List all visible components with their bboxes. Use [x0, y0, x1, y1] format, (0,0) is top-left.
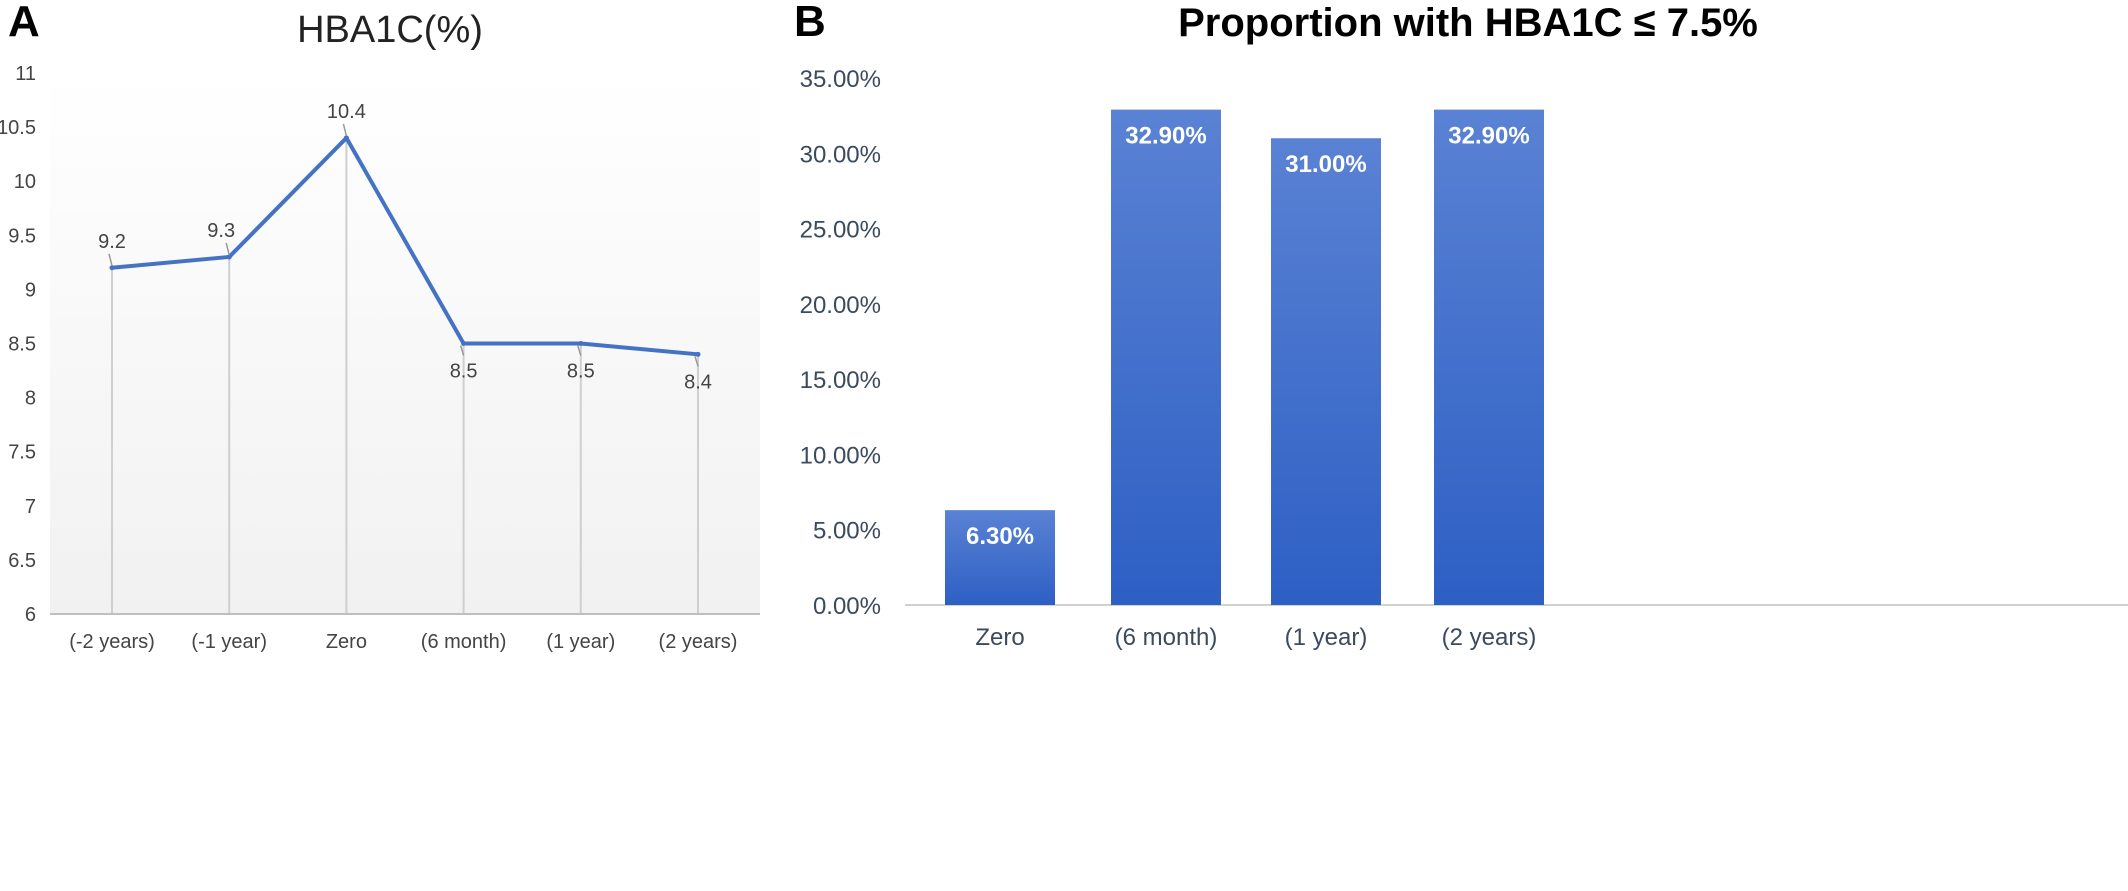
x-axis-ticks: Zero (6 month) (1 year) (2 years): [975, 624, 1536, 651]
x-tick-label: Zero: [326, 631, 367, 653]
y-axis-ticks: 0.00% 5.00% 10.00% 15.00% 20.00% 25.00% 30.00%…: [800, 66, 881, 620]
y-tick-label: 0.00%: [813, 593, 881, 620]
data-label: 8.5: [450, 361, 478, 383]
x-tick-label: (2 years): [659, 631, 738, 653]
bar: [1434, 109, 1544, 606]
data-label: 9.2: [98, 231, 126, 253]
plot-background: [50, 70, 760, 615]
proportion-bar-chart-svg: B Proportion with HBA1C ≤ 7.5% 0.00% 5.00…: [794, 0, 2128, 651]
y-tick-label: 8: [25, 388, 36, 410]
bar-value-label: 32.90%: [1125, 123, 1206, 150]
data-point: [578, 341, 584, 346]
hba1c-line-chart: A HBA1C(%) 6 6.5 7 7.5 8 8.5 9 9.5 10 10.5 11 9.2 9…: [0, 0, 760, 886]
label-leader-line: [342, 123, 348, 137]
bar: [1271, 138, 1381, 605]
data-point: [109, 265, 115, 271]
y-tick-label: 9.5: [8, 225, 36, 247]
data-point: [695, 351, 701, 357]
panel-letter-a: A: [8, 0, 40, 46]
data-label: 9.3: [207, 220, 235, 242]
proportion-bar-chart: B Proportion with HBA1C ≤ 7.5% 0.00% 5.00…: [780, 0, 2128, 886]
label-leader-line: [694, 356, 699, 367]
x-tick-label: Zero: [975, 624, 1024, 651]
y-tick-label: 9: [25, 279, 36, 301]
y-axis-ticks: 6 6.5 7 7.5 8 8.5 9 9.5 10 10.5 11: [0, 63, 36, 626]
bar-value-label: 6.30%: [966, 523, 1034, 550]
bar-value-label: 31.00%: [1285, 151, 1366, 178]
y-tick-label: 20.00%: [800, 292, 881, 319]
x-tick-label: (6 month): [421, 631, 507, 653]
label-leader-line: [225, 242, 230, 256]
data-label: 10.4: [327, 101, 366, 123]
y-tick-label: 10.00%: [800, 442, 881, 469]
x-tick-label: (-2 years): [69, 631, 155, 653]
data-labels: 6.30% 32.90% 31.00% 32.90%: [966, 123, 1530, 551]
data-point: [461, 341, 467, 346]
y-tick-label: 15.00%: [800, 367, 881, 394]
data-labels: 9.2 9.3 10.4 8.5 8.5 8.4: [98, 101, 712, 393]
y-tick-label: 6.5: [8, 550, 36, 572]
x-tick-label: (1 year): [546, 631, 615, 653]
label-leader-line: [108, 253, 113, 266]
label-leader-line: [577, 345, 582, 356]
y-tick-label: 30.00%: [800, 141, 881, 168]
bars-group: [945, 109, 1544, 606]
y-tick-label: 6: [25, 604, 36, 626]
chart-title: Proportion with HBA1C ≤ 7.5%: [1178, 1, 1758, 45]
series-line: [110, 135, 700, 357]
y-tick-label: 5.00%: [813, 518, 881, 545]
y-tick-label: 11: [15, 63, 36, 85]
bar: [945, 510, 1055, 605]
series-line-group: [109, 135, 701, 357]
data-label: 8.5: [567, 361, 595, 383]
y-tick-label: 7.5: [8, 442, 36, 464]
x-tick-label: (1 year): [1285, 624, 1368, 651]
y-tick-label: 35.00%: [800, 66, 881, 93]
data-point: [226, 254, 232, 260]
y-tick-label: 10.5: [0, 117, 36, 139]
x-axis-ticks: (-2 years) (-1 year) Zero (6 month) (1 year)…: [69, 631, 737, 653]
data-label: 8.4: [684, 371, 712, 393]
x-tick-label: (6 month): [1115, 624, 1218, 651]
y-tick-label: 8.5: [8, 334, 36, 356]
bar: [1111, 109, 1221, 606]
y-tick-label: 25.00%: [800, 217, 881, 244]
panel-letter-b: B: [794, 0, 826, 46]
y-tick-label: 10: [14, 171, 36, 193]
y-tick-label: 7: [25, 496, 36, 518]
drop-lines: [111, 137, 699, 614]
x-tick-label: (2 years): [1442, 624, 1537, 651]
data-point: [343, 135, 349, 141]
label-leader-line: [459, 345, 465, 356]
bar-value-label: 32.90%: [1448, 123, 1529, 150]
x-tick-label: (-1 year): [191, 631, 267, 653]
chart-title: HBA1C(%): [297, 9, 483, 51]
